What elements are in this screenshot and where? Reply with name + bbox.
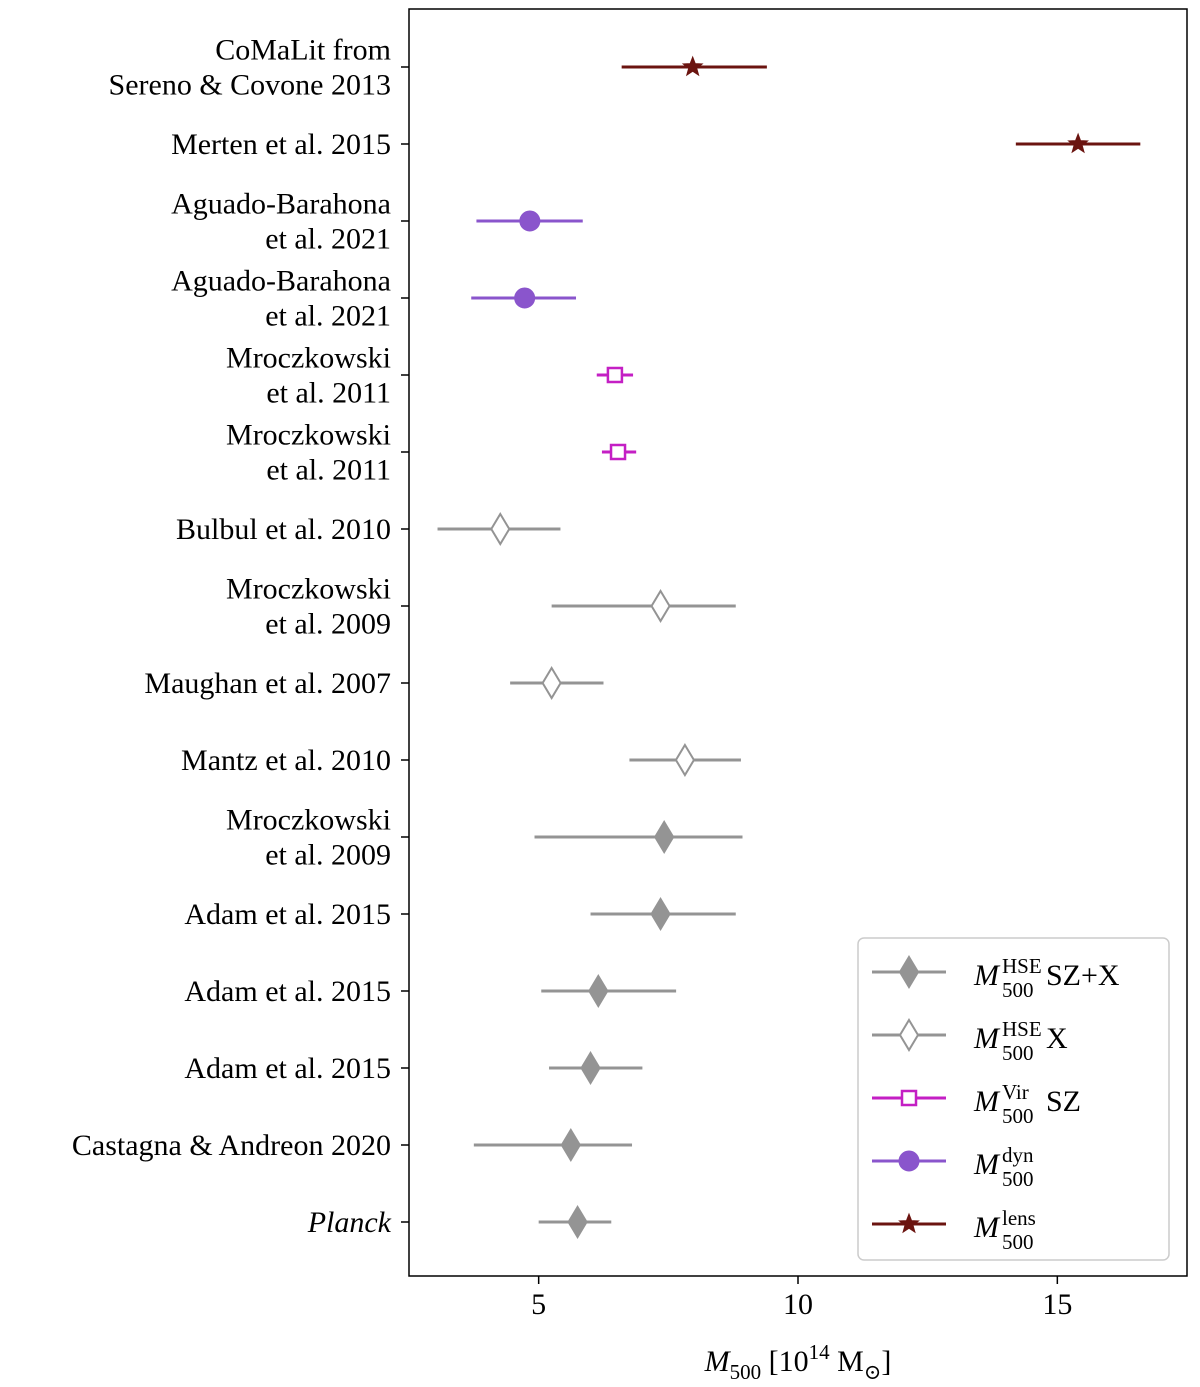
legend-marker-diamond-open [898, 1018, 920, 1052]
y-tick-label: et al. 2011 [266, 454, 391, 487]
data-point-circle-filled [519, 210, 541, 232]
marker-group [490, 55, 1089, 1239]
data-point-diamond-open [490, 512, 511, 546]
y-tick-label: Aguado-Barahona [171, 265, 391, 298]
y-tick-label: et al. 2021 [265, 300, 391, 333]
y-tick-label: Merten et al. 2015 [171, 128, 391, 161]
data-point-diamond-filled [588, 974, 609, 1008]
data-point-square-open [606, 366, 624, 384]
legend-marker-square-open [900, 1089, 918, 1107]
legend-label: M Vir 500 SZ [973, 1080, 1081, 1128]
data-point-diamond-filled [567, 1205, 588, 1239]
y-tick-label: et al. 2009 [265, 839, 391, 872]
data-point-star-filled [1067, 132, 1089, 154]
data-point-diamond-filled [650, 897, 671, 931]
legend-label: M HSE 500 X [973, 1017, 1068, 1065]
x-tick-label: 5 [531, 1288, 546, 1321]
y-tick-label: et al. 2009 [265, 608, 391, 641]
data-point-diamond-filled [654, 820, 675, 854]
y-tick-label: Aguado-Barahona [171, 188, 391, 221]
legend-marker-star-filled [898, 1212, 920, 1234]
y-tick-label: Mroczkowski [226, 342, 391, 375]
data-point-diamond-filled [580, 1051, 601, 1085]
data-point-star-filled [681, 55, 704, 77]
y-tick-label: Adam et al. 2015 [184, 898, 391, 931]
y-tick-label: et al. 2021 [265, 223, 391, 256]
data-point-square-open [609, 443, 627, 461]
x-tick-label: 10 [783, 1288, 813, 1321]
y-tick-label: Mroczkowski [226, 804, 391, 837]
legend-label: M HSE 500 SZ+X [973, 954, 1120, 1002]
legend-box [857, 937, 1170, 1261]
y-tick-label: Bulbul et al. 2010 [176, 513, 391, 546]
x-axis-label: M500 [1014 M⊙] [704, 1340, 892, 1384]
y-tick-label: Maughan et al. 2007 [144, 667, 391, 700]
data-point-diamond-open [650, 589, 671, 623]
y-tick-label: Planck [307, 1206, 392, 1239]
data-point-diamond-open [541, 666, 562, 700]
x-tick-label: 15 [1042, 1288, 1072, 1321]
y-tick-label: CoMaLit from [215, 34, 391, 67]
legend-marker-diamond-filled [898, 955, 920, 989]
data-point-circle-filled [514, 287, 536, 309]
y-tick-label: Sereno & Covone 2013 [109, 69, 391, 102]
data-point-diamond-filled [560, 1128, 581, 1162]
y-tick-label: Castagna & Andreon 2020 [72, 1129, 391, 1162]
x-axis: 5 10 15 [531, 1276, 1072, 1321]
y-tick-label: Adam et al. 2015 [184, 1052, 391, 1085]
y-tick-label: Mantz et al. 2010 [181, 744, 391, 777]
y-tick-label: Mroczkowski [226, 419, 391, 452]
y-tick-label: Mroczkowski [226, 573, 391, 606]
legend: M HSE 500 SZ+X M HSE 500 X M Vir 500 SZ M dyn 500 M l… [857, 937, 1170, 1261]
y-tick-label: et al. 2011 [266, 377, 391, 410]
y-tick-label: Adam et al. 2015 [184, 975, 391, 1008]
data-point-diamond-open [674, 743, 696, 777]
legend-marker-circle-filled [898, 1150, 920, 1172]
